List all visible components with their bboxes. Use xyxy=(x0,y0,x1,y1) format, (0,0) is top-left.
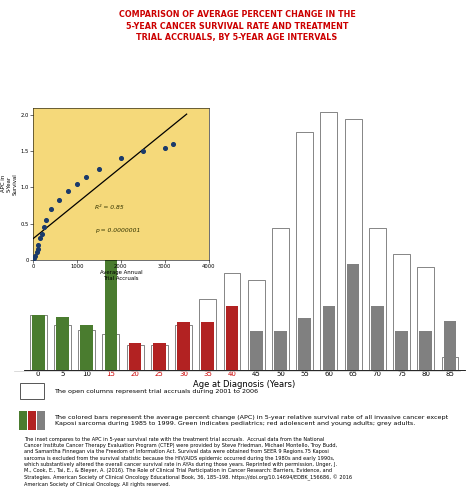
Bar xyxy=(272,228,289,370)
Bar xyxy=(371,306,383,370)
Point xyxy=(35,241,42,249)
Point xyxy=(40,223,48,231)
Point xyxy=(139,147,146,155)
Point xyxy=(56,196,64,204)
Text: The open columns represent trial accruals during 2001 to 2006: The open columns represent trial accrual… xyxy=(55,389,259,393)
Text: The colored bars represent the average percent change (APC) in 5-year relative s: The colored bars represent the average p… xyxy=(55,415,448,426)
Point xyxy=(117,154,125,162)
Point xyxy=(82,172,90,180)
Bar xyxy=(393,254,410,370)
Bar xyxy=(151,345,168,370)
X-axis label: Average Annual
Trial Accruals: Average Annual Trial Accruals xyxy=(100,270,142,281)
Bar xyxy=(369,228,386,370)
Bar xyxy=(56,317,69,370)
Point xyxy=(95,165,103,173)
Bar xyxy=(347,265,359,370)
Bar xyxy=(201,322,214,370)
Point xyxy=(36,234,44,242)
Point xyxy=(38,230,46,238)
Bar xyxy=(320,112,337,370)
Bar xyxy=(129,343,141,370)
Bar xyxy=(105,151,117,370)
Bar xyxy=(54,325,71,370)
Bar xyxy=(28,411,36,430)
Bar xyxy=(19,411,27,430)
Y-axis label: APC in
5-Year
Survival: APC in 5-Year Survival xyxy=(1,173,18,195)
Bar xyxy=(345,119,362,370)
Bar xyxy=(102,334,119,370)
X-axis label: Age at Diagnosis (Years): Age at Diagnosis (Years) xyxy=(193,380,295,389)
Bar xyxy=(322,306,335,370)
Bar xyxy=(248,280,264,370)
Bar xyxy=(419,331,432,370)
Bar xyxy=(298,318,311,370)
Point xyxy=(73,180,81,188)
Bar xyxy=(395,331,408,370)
Point xyxy=(47,205,55,213)
Point xyxy=(161,144,169,151)
Bar xyxy=(30,315,47,370)
Point xyxy=(64,187,72,195)
Bar xyxy=(36,411,45,430)
Bar xyxy=(80,325,93,370)
Bar xyxy=(199,299,216,370)
Bar xyxy=(175,325,192,370)
Text: COMPARISON OF AVERAGE PERCENT CHANGE IN THE
5-YEAR CANCER SURVIVAL RATE AND TREA: COMPARISON OF AVERAGE PERCENT CHANGE IN … xyxy=(118,10,356,43)
Bar xyxy=(274,331,287,370)
Bar xyxy=(153,343,166,370)
Bar xyxy=(226,306,238,370)
Point xyxy=(34,245,41,253)
Point xyxy=(43,216,50,224)
Point xyxy=(31,254,38,262)
Text: The inset compares to the APC in 5-year survival rate with the treatment trial a: The inset compares to the APC in 5-year … xyxy=(24,437,352,487)
Bar xyxy=(177,322,190,370)
Bar xyxy=(444,321,456,370)
Point xyxy=(32,252,39,260)
Bar xyxy=(78,330,95,370)
Point xyxy=(33,248,40,256)
Bar xyxy=(296,132,313,370)
Bar xyxy=(127,345,144,370)
Bar xyxy=(441,357,458,370)
Text: p = 0.0000001: p = 0.0000001 xyxy=(94,228,140,233)
Text: R² = 0.85: R² = 0.85 xyxy=(94,205,123,210)
Bar xyxy=(417,267,434,370)
Bar xyxy=(250,331,263,370)
Bar xyxy=(32,315,45,370)
Bar xyxy=(224,273,240,370)
Point xyxy=(170,140,177,148)
